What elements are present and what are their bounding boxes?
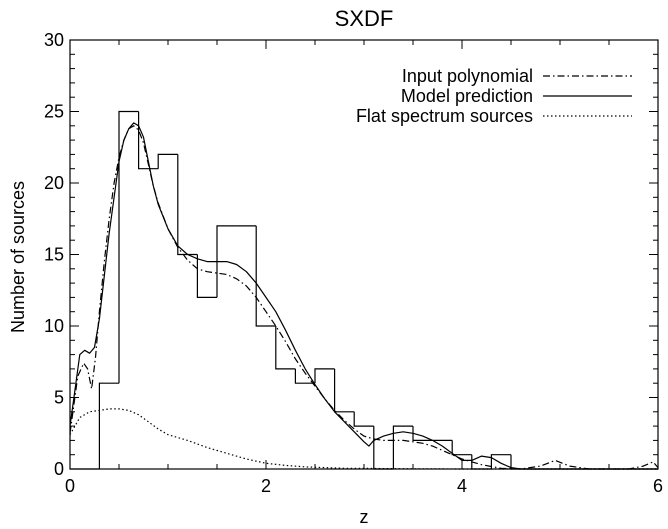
y-tick-label: 5 [54, 388, 64, 408]
histogram-bin [294, 368, 315, 384]
histogram-bin [314, 368, 335, 384]
y-tick-label: 20 [44, 173, 64, 193]
series-line-solid [69, 122, 658, 470]
histogram-bin [392, 425, 413, 469]
histogram-bin [275, 326, 296, 370]
histogram-bin [98, 382, 119, 469]
histogram-bin [177, 154, 198, 256]
y-axis-label: Number of sources [8, 181, 28, 333]
plot-area: 0 2 4 6 0 5 10 15 20 25 30 [44, 30, 663, 496]
histogram-bin [138, 111, 159, 170]
histogram-bin [373, 426, 394, 470]
histogram-bin [334, 368, 355, 413]
histogram-bin [353, 411, 374, 427]
x-tick-label: 4 [457, 476, 467, 496]
y-tick-label: 0 [54, 459, 64, 479]
x-tick-label: 0 [65, 476, 75, 496]
chart-title: SXDF [335, 6, 394, 31]
histogram-bin [216, 225, 237, 298]
y-tick-label: 15 [44, 245, 64, 265]
histogram-bin [490, 454, 511, 469]
legend-label: Flat spectrum sources [356, 106, 533, 126]
histogram-bin [451, 440, 472, 456]
y-tick-label: 10 [44, 316, 64, 336]
legend-label: Model prediction [401, 86, 533, 106]
histogram-bin [157, 153, 178, 169]
x-tick-label: 2 [261, 476, 271, 496]
y-tick-label: 30 [44, 30, 64, 50]
histogram-bin [255, 225, 276, 327]
plot-frame [69, 39, 659, 470]
x-tick-label: 6 [653, 476, 663, 496]
x-axis-label: z [360, 507, 369, 527]
histogram-bin [412, 426, 433, 441]
series-line-dashdot [69, 125, 659, 470]
series-line-dotted [69, 408, 658, 470]
legend-label: Input polynomial [402, 66, 533, 86]
histogram-bin [196, 254, 217, 298]
y-tick-label: 25 [44, 102, 64, 122]
histogram-bin [118, 110, 139, 384]
